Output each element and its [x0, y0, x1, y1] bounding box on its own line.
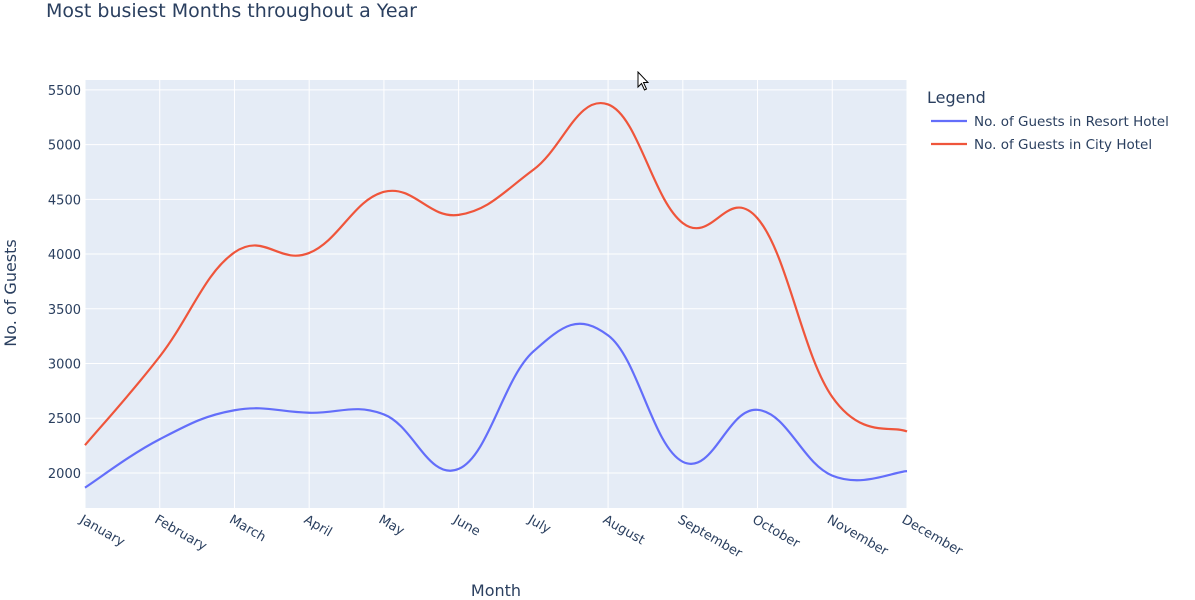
y-tick-label: 4500 — [48, 193, 81, 208]
x-tick-label: September — [675, 512, 745, 561]
chart-title: Most busiest Months throughout a Year — [46, 0, 417, 22]
y-tick-labels: 2000 2500 3000 3500 4000 4500 5000 5500 — [48, 84, 81, 482]
plot-area — [85, 80, 907, 508]
y-tick-label: 5500 — [48, 84, 81, 99]
x-tick-label: November — [824, 512, 891, 559]
y-tick-label: 4000 — [48, 248, 81, 263]
x-tick-label: October — [750, 512, 803, 551]
y-tick-label: 2500 — [48, 412, 81, 427]
x-tick-label: February — [152, 512, 210, 554]
y-gridlines — [85, 89, 907, 474]
x-tick-label: May — [376, 512, 407, 539]
x-tick-label: March — [226, 512, 268, 545]
mouse-pointer-icon — [637, 71, 649, 91]
x-tick-labels: January February March April May June July Augu… — [76, 512, 965, 562]
series-line-0 — [84, 322, 908, 489]
legend-item-label: No. of Guests in City Hotel — [974, 137, 1152, 153]
x-tick-label: December — [899, 512, 965, 559]
legend-title: Legend — [927, 88, 986, 107]
y-tick-label: 3000 — [48, 358, 81, 373]
x-tick-label: April — [301, 512, 334, 540]
y-tick-label: 2000 — [48, 467, 81, 482]
x-tick-label: June — [450, 512, 483, 540]
x-tick-label: July — [524, 512, 553, 537]
series-line-1 — [84, 101, 908, 446]
x-axis-title: Month — [471, 581, 521, 600]
x-tick-label: January — [76, 512, 127, 550]
x-tick-label: August — [600, 512, 647, 548]
y-tick-label: 5000 — [48, 139, 81, 154]
y-axis-title: No. of Guests — [1, 239, 20, 346]
series-lines — [84, 101, 908, 489]
x-gridlines — [84, 80, 908, 508]
legend: Legend No. of Guests in Resort Hotel No. … — [927, 88, 1169, 153]
y-tick-label: 3500 — [48, 303, 81, 318]
legend-item-label: No. of Guests in Resort Hotel — [974, 114, 1169, 130]
